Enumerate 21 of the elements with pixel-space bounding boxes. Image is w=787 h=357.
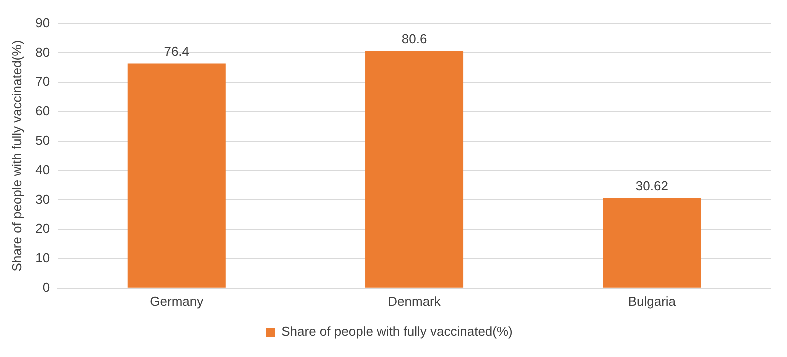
y-tick-label: 20 [36, 221, 50, 236]
y-tick-label: 0 [42, 280, 50, 295]
bar [366, 51, 464, 288]
y-tick-label: 30 [36, 192, 50, 207]
bar [128, 64, 226, 288]
y-tick-label: 70 [36, 74, 50, 90]
x-tick-label: Bulgaria [628, 294, 677, 309]
y-tick-label: 40 [36, 162, 50, 178]
y-tick-label: 80 [36, 44, 50, 60]
y-tick-label: 60 [36, 104, 50, 119]
y-tick-label: 90 [36, 15, 50, 30]
y-tick-label: 10 [36, 250, 50, 266]
bar [603, 198, 702, 288]
data-label: 76.4 [164, 44, 190, 59]
y-axis-title: Share of people with fully vaccinated(%) [9, 40, 24, 272]
data-label: 30.62 [636, 178, 668, 194]
legend-label: Share of people with fully vaccinated(%) [282, 324, 513, 340]
x-tick-label: Germany [150, 294, 204, 309]
x-tick-label: Denmark [388, 294, 442, 309]
y-tick-label: 50 [36, 132, 50, 148]
data-label: 80.6 [402, 32, 428, 47]
